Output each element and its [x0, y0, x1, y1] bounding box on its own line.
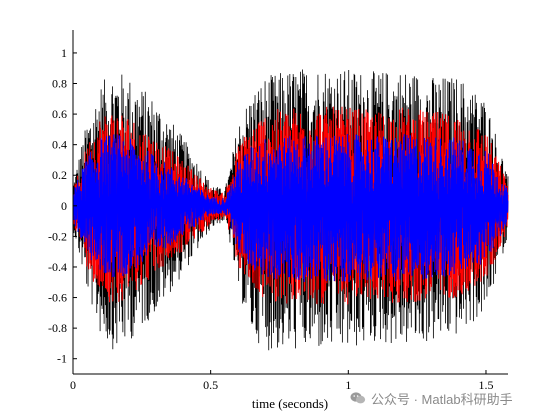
x-tick-label: 1: [345, 378, 351, 392]
y-tick-label: 0: [61, 199, 67, 213]
watermark: 公众号 · Matlab科研助手: [350, 388, 513, 408]
y-tick-label: 1: [61, 46, 67, 60]
y-tick-label: -0.6: [48, 291, 67, 305]
y-tick-label: -0.2: [48, 229, 67, 243]
y-tick-label: -0.4: [48, 260, 67, 274]
y-tick-label: -1: [57, 352, 67, 366]
y-tick-label: 0.2: [52, 168, 67, 182]
y-tick-label: 0.4: [52, 138, 67, 152]
series-layer: [72, 69, 509, 351]
axes: 0 0.5 1 1.5 -1 -0.8 -0.6 -0.4 -0.2 0 0.2 0.4 0.6 0.8 1: [48, 30, 508, 392]
y-tick-label: -0.8: [48, 321, 67, 335]
x-axis-label: time (seconds): [252, 396, 328, 411]
x-tick-label: 0.5: [203, 378, 218, 392]
y-tick-label: 0.8: [52, 77, 67, 91]
watermark-text: 公众号 · Matlab科研助手: [371, 391, 513, 407]
wechat-icon: [350, 392, 366, 404]
x-tick-label: 1.5: [478, 378, 493, 392]
x-tick-label: 0: [70, 378, 76, 392]
y-tick-label: 0.6: [52, 107, 67, 121]
series-line-3: [72, 134, 509, 283]
